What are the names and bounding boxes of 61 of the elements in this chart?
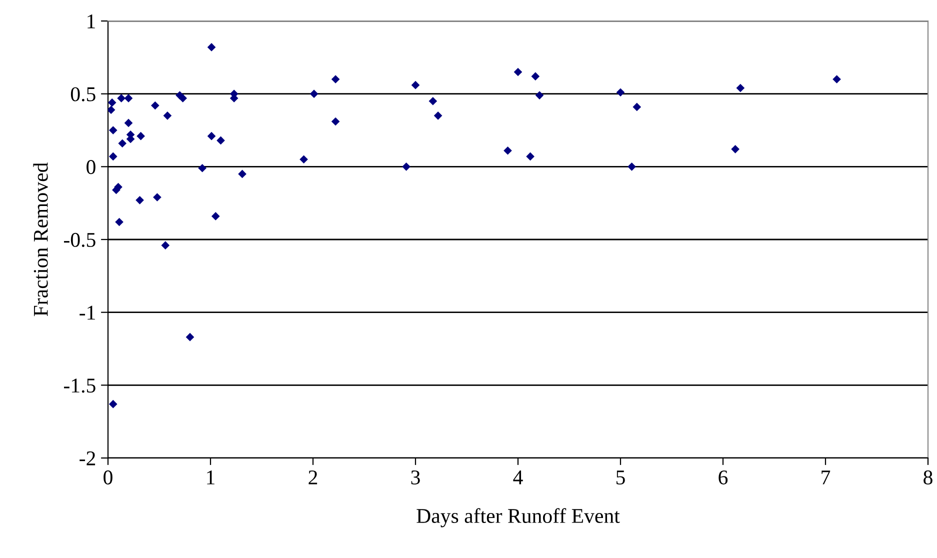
point bbox=[736, 84, 745, 92]
y-tick-label: -2 bbox=[80, 451, 96, 466]
point bbox=[628, 162, 636, 171]
point bbox=[434, 112, 442, 120]
point bbox=[108, 106, 116, 114]
point bbox=[115, 218, 124, 226]
point bbox=[124, 94, 133, 102]
point bbox=[207, 132, 216, 140]
y-tick-label: -0.5 bbox=[64, 232, 96, 248]
point bbox=[124, 118, 133, 128]
point bbox=[198, 164, 206, 172]
x-tick-label: 4 bbox=[513, 470, 523, 484]
point bbox=[331, 75, 340, 84]
point bbox=[108, 400, 118, 408]
point bbox=[411, 80, 420, 90]
x-tick-label: 6 bbox=[718, 470, 728, 484]
y-tick-label: 1 bbox=[88, 14, 95, 28]
point bbox=[161, 241, 170, 250]
point bbox=[108, 98, 116, 107]
point bbox=[428, 96, 438, 106]
point bbox=[616, 88, 625, 97]
x-tick-label: 8 bbox=[924, 470, 932, 484]
y-tick-label: 0 bbox=[86, 160, 96, 174]
y-tick-label: 0.5 bbox=[70, 87, 96, 102]
point bbox=[186, 332, 194, 342]
point bbox=[136, 132, 145, 140]
point bbox=[310, 90, 318, 98]
x-axis-title: Days after Runoff Event bbox=[416, 508, 620, 528]
point bbox=[731, 145, 740, 154]
point bbox=[504, 146, 512, 155]
y-tick-label: -1 bbox=[80, 306, 95, 320]
point bbox=[136, 196, 144, 204]
point bbox=[832, 75, 841, 84]
x-tick-label: 2 bbox=[308, 470, 318, 484]
point bbox=[526, 152, 534, 161]
x-tick-label: 3 bbox=[411, 470, 420, 484]
point bbox=[331, 117, 340, 126]
point bbox=[402, 162, 410, 171]
x-tick-label: 0 bbox=[104, 470, 112, 484]
point bbox=[238, 170, 246, 178]
point bbox=[207, 43, 216, 52]
point bbox=[211, 212, 220, 220]
point bbox=[531, 72, 540, 81]
point bbox=[216, 136, 225, 145]
x-tick-label: 7 bbox=[822, 470, 830, 484]
point bbox=[150, 101, 160, 110]
point bbox=[117, 94, 126, 102]
point bbox=[632, 102, 642, 112]
point bbox=[108, 152, 118, 161]
point bbox=[535, 91, 544, 100]
point bbox=[178, 94, 187, 102]
point bbox=[108, 126, 118, 134]
point bbox=[514, 68, 522, 76]
y-axis-title: Fraction Removed bbox=[33, 162, 48, 316]
point bbox=[118, 139, 127, 148]
point bbox=[300, 155, 308, 164]
point bbox=[163, 112, 172, 120]
x-tick-label: 5 bbox=[616, 470, 625, 484]
x-tick-label: 1 bbox=[207, 470, 214, 484]
y-tick-label: -1.5 bbox=[64, 378, 96, 393]
point bbox=[153, 193, 162, 202]
